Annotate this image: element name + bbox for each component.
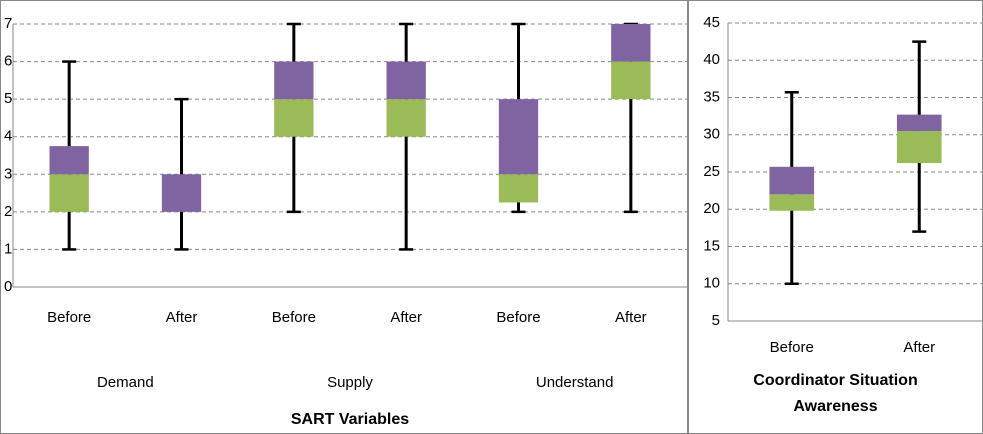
y-tick-label: 30 (703, 126, 720, 143)
y-tick-label: 7 (4, 15, 12, 32)
x-axis-title: Coordinator Situation Awareness (753, 372, 917, 415)
box-upper (769, 166, 815, 195)
y-tick-label: 4 (4, 128, 12, 145)
y-tick-label: 25 (703, 163, 720, 180)
x-tick-label: Before (770, 339, 814, 356)
y-tick-label: 10 (703, 275, 720, 292)
box-lower (896, 131, 942, 164)
x-tick-label: After (390, 309, 422, 326)
group-label: Demand (97, 374, 154, 391)
y-tick-label: 6 (4, 53, 12, 70)
box-lower (386, 99, 426, 137)
y-tick-label: 0 (4, 278, 12, 295)
y-tick-label: 2 (4, 203, 12, 220)
x-tick-label: After (615, 309, 647, 326)
y-tick-label: 5 (712, 312, 720, 329)
x-tick-label: Before (496, 309, 540, 326)
x-tick-label: After (903, 339, 935, 356)
box-upper (386, 61, 426, 100)
group-label: Understand (536, 374, 614, 391)
panel-border (688, 0, 983, 434)
y-tick-label: 15 (703, 237, 720, 254)
y-tick-label: 3 (4, 165, 12, 182)
y-tick-label: 40 (703, 51, 720, 68)
box-upper (161, 174, 202, 212)
y-tick-label: 20 (703, 200, 720, 217)
box-lower (274, 99, 314, 137)
x-tick-label: After (166, 309, 198, 326)
box-upper (274, 61, 314, 100)
box-upper (498, 99, 539, 175)
panel-border (0, 0, 688, 434)
box-lower (498, 174, 539, 203)
x-tick-label: Before (47, 309, 91, 326)
box-upper (49, 146, 89, 175)
box-upper (611, 24, 651, 62)
group-label: Supply (327, 374, 373, 391)
y-tick-label: 45 (703, 14, 720, 31)
box-lower (49, 174, 89, 212)
box-upper (896, 114, 942, 132)
x-tick-label: Before (272, 309, 316, 326)
x-axis-title: SART Variables (291, 411, 409, 428)
box-lower (611, 61, 651, 100)
y-tick-label: 5 (4, 90, 12, 107)
y-tick-label: 1 (4, 240, 12, 257)
box-lower (769, 194, 815, 211)
y-tick-label: 35 (703, 88, 720, 105)
